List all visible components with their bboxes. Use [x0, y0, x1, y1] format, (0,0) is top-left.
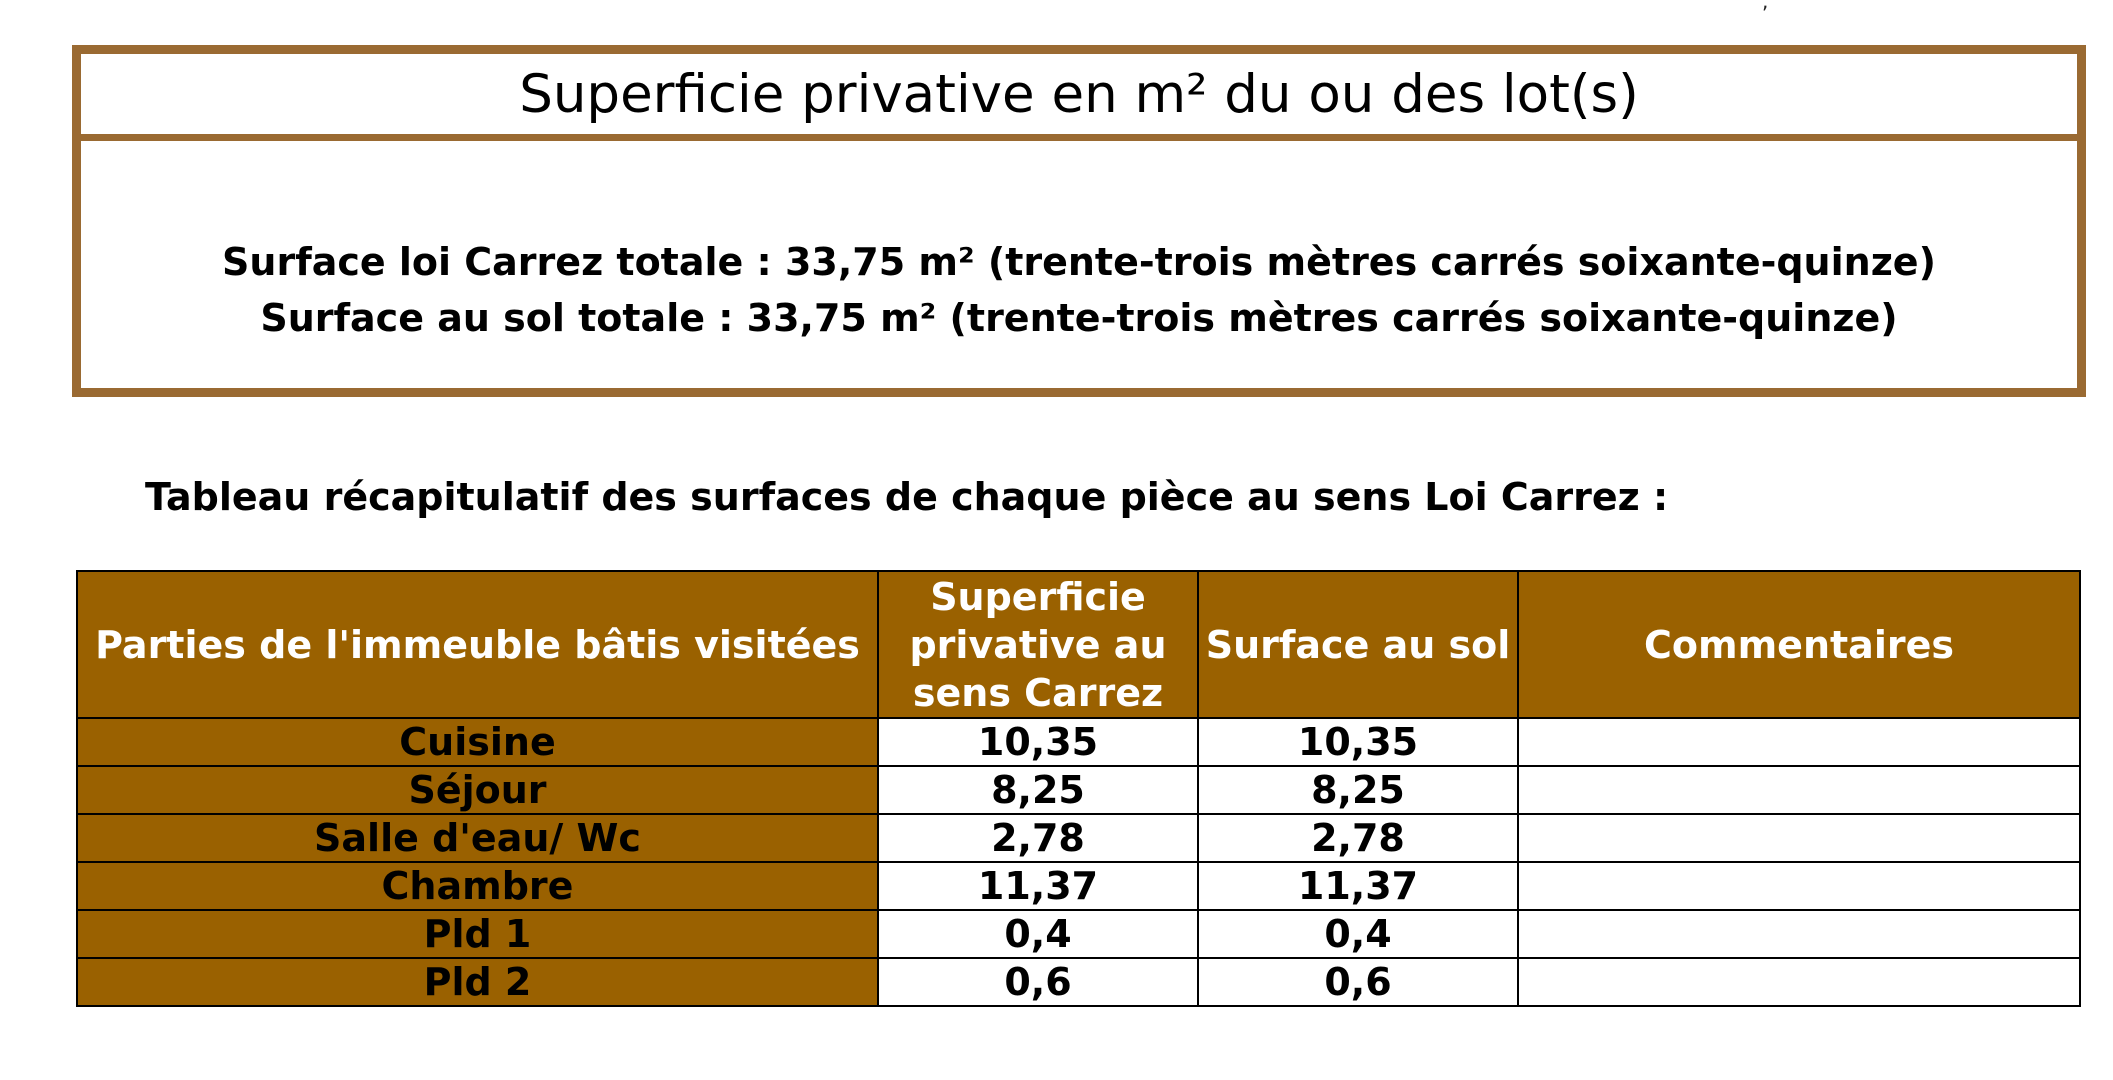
- surface-sol-total: Surface au sol totale : 33,75 m² (trente…: [260, 296, 1898, 340]
- header-surface-sol: Surface au sol: [1197, 570, 1519, 719]
- comment-cell: [1517, 957, 2081, 1007]
- carrez-cell: 11,37: [877, 861, 1199, 911]
- table-row: Cuisine 10,35 10,35: [76, 717, 2081, 767]
- carrez-cell: 10,35: [877, 717, 1199, 767]
- header-commentaires: Commentaires: [1517, 570, 2081, 719]
- table-row: Séjour 8,25 8,25: [76, 765, 2081, 815]
- sol-cell: 0,6: [1197, 957, 1519, 1007]
- carrez-cell: 8,25: [877, 765, 1199, 815]
- surface-box-title: Superficie privative en m² du ou des lot…: [81, 54, 2077, 141]
- room-cell: Salle d'eau/ Wc: [76, 813, 879, 863]
- table-row: Pld 2 0,6 0,6: [76, 957, 2081, 1007]
- room-cell: Cuisine: [76, 717, 879, 767]
- room-cell: Chambre: [76, 861, 879, 911]
- comment-cell: [1517, 765, 2081, 815]
- sol-cell: 11,37: [1197, 861, 1519, 911]
- carrez-cell: 0,4: [877, 909, 1199, 959]
- sol-cell: 8,25: [1197, 765, 1519, 815]
- table-header-row: Parties de l'immeuble bâtis visitées Sup…: [76, 570, 2081, 719]
- carrez-cell: 0,6: [877, 957, 1199, 1007]
- room-cell: Séjour: [76, 765, 879, 815]
- surface-summary-box: Superficie privative en m² du ou des lot…: [72, 45, 2086, 397]
- comment-cell: [1517, 861, 2081, 911]
- surfaces-table: Parties de l'immeuble bâtis visitées Sup…: [76, 570, 2081, 1007]
- sol-cell: 10,35: [1197, 717, 1519, 767]
- surface-carrez-total: Surface loi Carrez totale : 33,75 m² (tr…: [222, 240, 1936, 284]
- header-parties: Parties de l'immeuble bâtis visitées: [76, 570, 879, 719]
- comment-cell: [1517, 909, 2081, 959]
- table-row: Salle d'eau/ Wc 2,78 2,78: [76, 813, 2081, 863]
- table-row: Chambre 11,37 11,37: [76, 861, 2081, 911]
- carrez-cell: 2,78: [877, 813, 1199, 863]
- room-cell: Pld 1: [76, 909, 879, 959]
- comment-cell: [1517, 717, 2081, 767]
- table-heading: Tableau récapitulatif des surfaces de ch…: [145, 475, 1669, 519]
- page-corner-mark: ,: [1762, 0, 1769, 13]
- surface-box-body: Surface loi Carrez totale : 33,75 m² (tr…: [81, 234, 2077, 346]
- room-cell: Pld 2: [76, 957, 879, 1007]
- header-superficie-carrez: Superficie privative au sens Carrez: [877, 570, 1199, 719]
- comment-cell: [1517, 813, 2081, 863]
- sol-cell: 2,78: [1197, 813, 1519, 863]
- sol-cell: 0,4: [1197, 909, 1519, 959]
- table-row: Pld 1 0,4 0,4: [76, 909, 2081, 959]
